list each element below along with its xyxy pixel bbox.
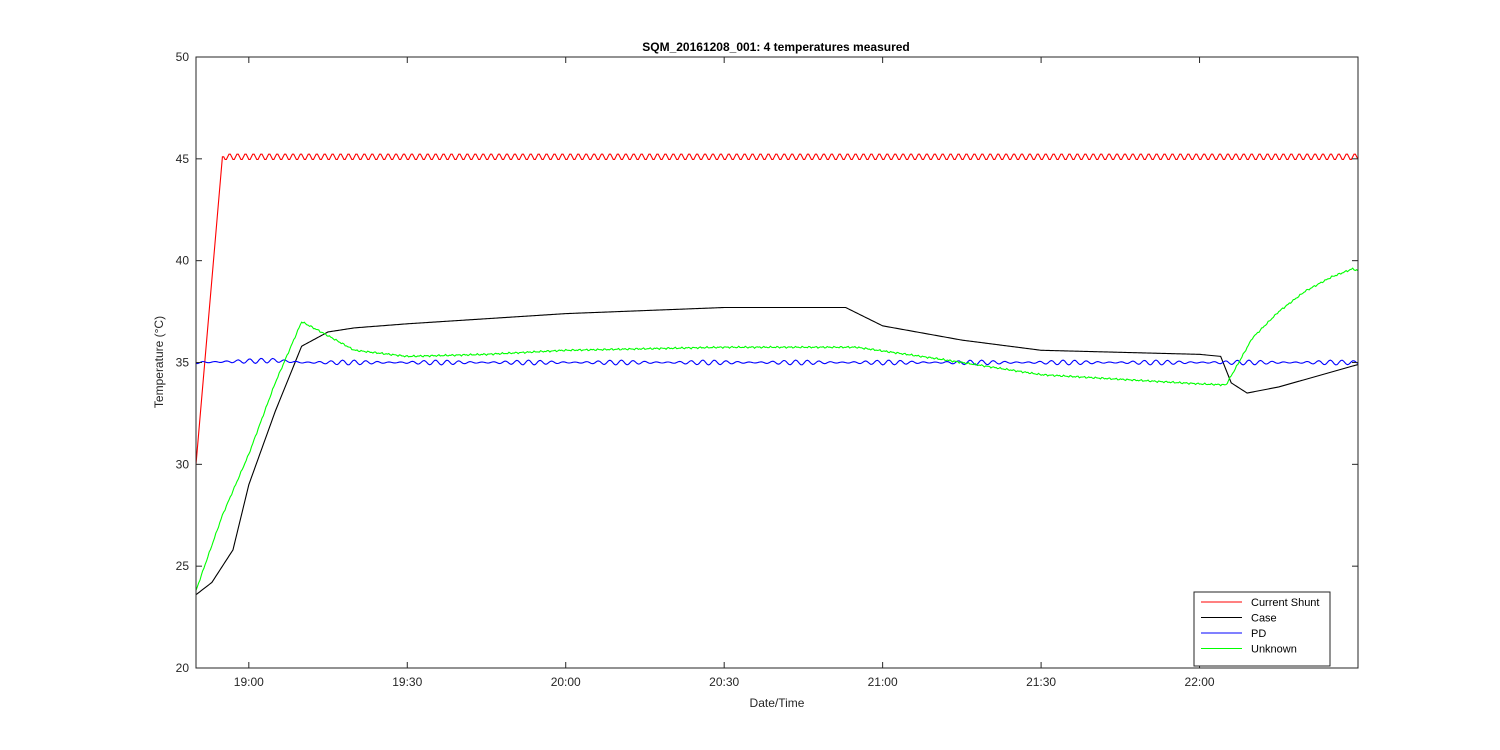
x-tick-label: 21:30 <box>1026 675 1056 689</box>
chart-title: SQM_20161208_001: 4 temperatures measure… <box>642 40 910 54</box>
x-tick-label: 19:00 <box>234 675 264 689</box>
series-line-case <box>195 306 1359 596</box>
x-tick-label: 19:30 <box>392 675 422 689</box>
x-tick-label: 21:00 <box>868 675 898 689</box>
series-lines <box>195 153 1359 596</box>
y-tick-label: 45 <box>176 152 190 166</box>
series-line-current-shunt <box>195 153 1359 465</box>
y-tick-label: 30 <box>176 457 190 471</box>
x-tick-label: 20:00 <box>551 675 581 689</box>
y-axis-ticks: 20 25 30 35 40 45 50 <box>176 50 1358 675</box>
x-axis-ticks: 19:00 19:30 20:00 20:30 21:00 21:30 22:00 <box>234 57 1215 689</box>
legend-label: Current Shunt <box>1251 597 1319 609</box>
y-tick-label: 20 <box>176 661 190 675</box>
y-tick-label: 40 <box>176 254 190 268</box>
y-tick-label: 25 <box>176 559 190 573</box>
legend-box <box>1193 591 1331 667</box>
y-tick-label: 35 <box>176 356 190 370</box>
y-axis-label: Temperature (°C) <box>152 316 166 408</box>
legend-label: PD <box>1251 628 1266 640</box>
legend-label: Unknown <box>1251 644 1297 656</box>
plot-frame <box>195 56 1359 669</box>
series-line-pd <box>195 357 1359 366</box>
series-line-unknown <box>195 267 1359 591</box>
x-tick-label: 22:00 <box>1185 675 1215 689</box>
y-tick-label: 50 <box>176 50 190 64</box>
legend: Current Shunt Case PD Unknown <box>1193 591 1331 667</box>
legend-label: Case <box>1251 613 1277 625</box>
x-axis-label: Date/Time <box>750 696 805 710</box>
x-tick-label: 20:30 <box>709 675 739 689</box>
